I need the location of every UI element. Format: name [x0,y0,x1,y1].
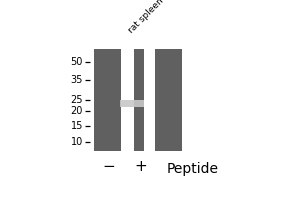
Text: +: + [135,159,147,174]
Text: 25: 25 [70,95,83,105]
Text: 15: 15 [70,121,83,131]
Text: 50: 50 [70,57,83,67]
Text: 35: 35 [70,75,83,85]
Text: Peptide: Peptide [167,162,218,176]
Text: 10: 10 [70,137,83,147]
Bar [120,100,145,107]
Bar [134,49,145,151]
Text: −: − [102,159,115,174]
Text: 20: 20 [70,106,83,116]
Bar [155,49,182,151]
Bar [94,49,121,151]
Text: rat spleen: rat spleen [127,0,166,35]
